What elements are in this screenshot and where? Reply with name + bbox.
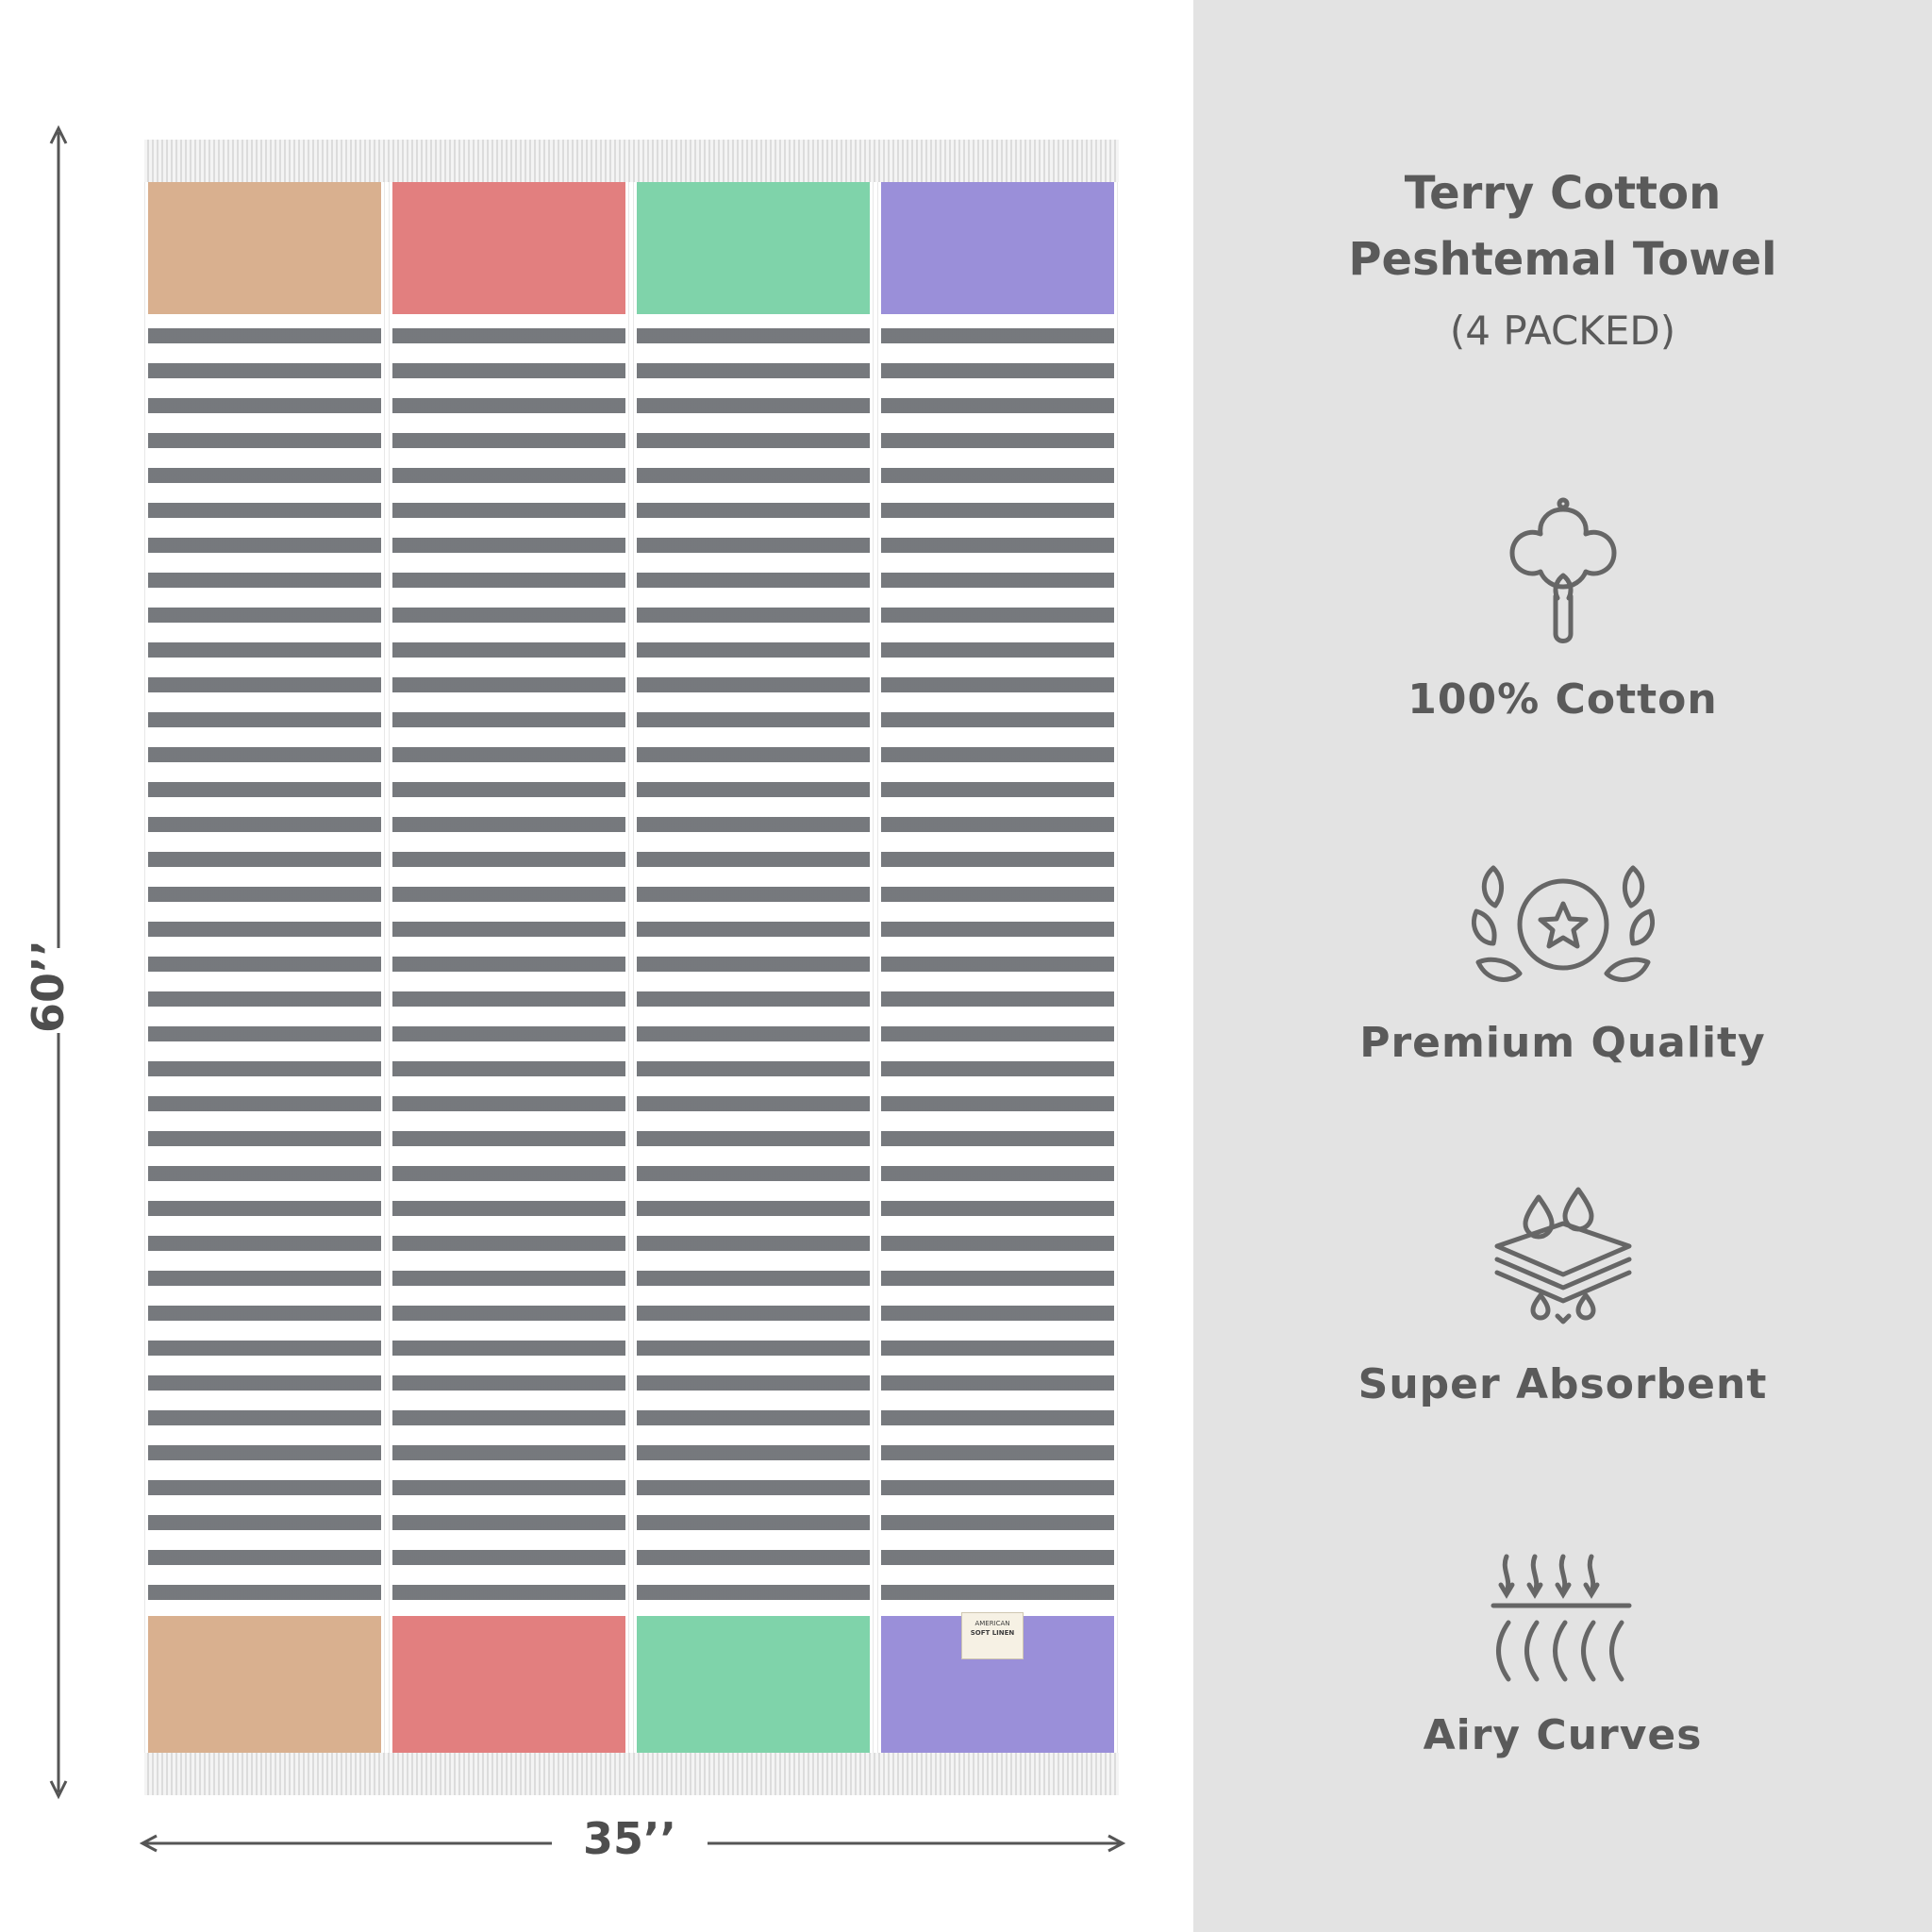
towel-panel <box>633 140 874 1795</box>
towel-fringe-top <box>144 140 1119 182</box>
towel-color-block-bottom <box>637 1616 870 1753</box>
towel-color-block-bottom <box>148 1616 381 1753</box>
towel-stripes <box>637 328 870 1602</box>
towel-panel <box>144 140 385 1795</box>
towel-color-block-bottom <box>392 1616 625 1753</box>
towel-stripes <box>148 328 381 1602</box>
absorbent-layers-droplets-icon <box>1193 1184 1932 1339</box>
towel-stripes <box>392 328 625 1602</box>
feature-label-cotton: 100% Cotton <box>1407 675 1718 724</box>
brand-label-line1: AMERICAN <box>974 1620 1010 1627</box>
cotton-flower-icon <box>1193 491 1932 664</box>
brand-label: AMERICAN SOFT LINEN <box>961 1612 1024 1659</box>
towel-color-block-top <box>637 182 870 314</box>
towel-panel <box>877 140 1118 1795</box>
product-title-line2: Peshtemal Towel <box>1348 233 1777 286</box>
feature-label-absorbent: Super Absorbent <box>1357 1360 1768 1408</box>
airflow-arrows-curves-icon <box>1193 1547 1932 1692</box>
towel-stripes <box>881 328 1114 1602</box>
brand-label-line2: SOFT LINEN <box>970 1629 1015 1637</box>
width-dimension-label: 35’’ <box>552 1813 708 1864</box>
product-subtitle: (4 PACKED) <box>1449 308 1676 354</box>
towel-color-block-top <box>148 182 381 314</box>
towel-fringe-bottom <box>144 1753 1119 1795</box>
height-dimension-label: 60’’ <box>23 940 89 1033</box>
info-panel: Terry Cotton Peshtemal Towel (4 PACKED) … <box>1193 0 1932 1932</box>
laurel-star-medal-icon <box>1193 858 1932 1004</box>
towel-illustration: AMERICAN SOFT LINEN <box>144 140 1119 1795</box>
feature-label-quality: Premium Quality <box>1359 1019 1766 1067</box>
towel-panel <box>389 140 629 1795</box>
towel-color-block-top <box>392 182 625 314</box>
towel-color-block-top <box>881 182 1114 314</box>
feature-label-airy: Airy Curves <box>1423 1711 1703 1759</box>
product-title-line1: Terry Cotton <box>1404 167 1722 220</box>
